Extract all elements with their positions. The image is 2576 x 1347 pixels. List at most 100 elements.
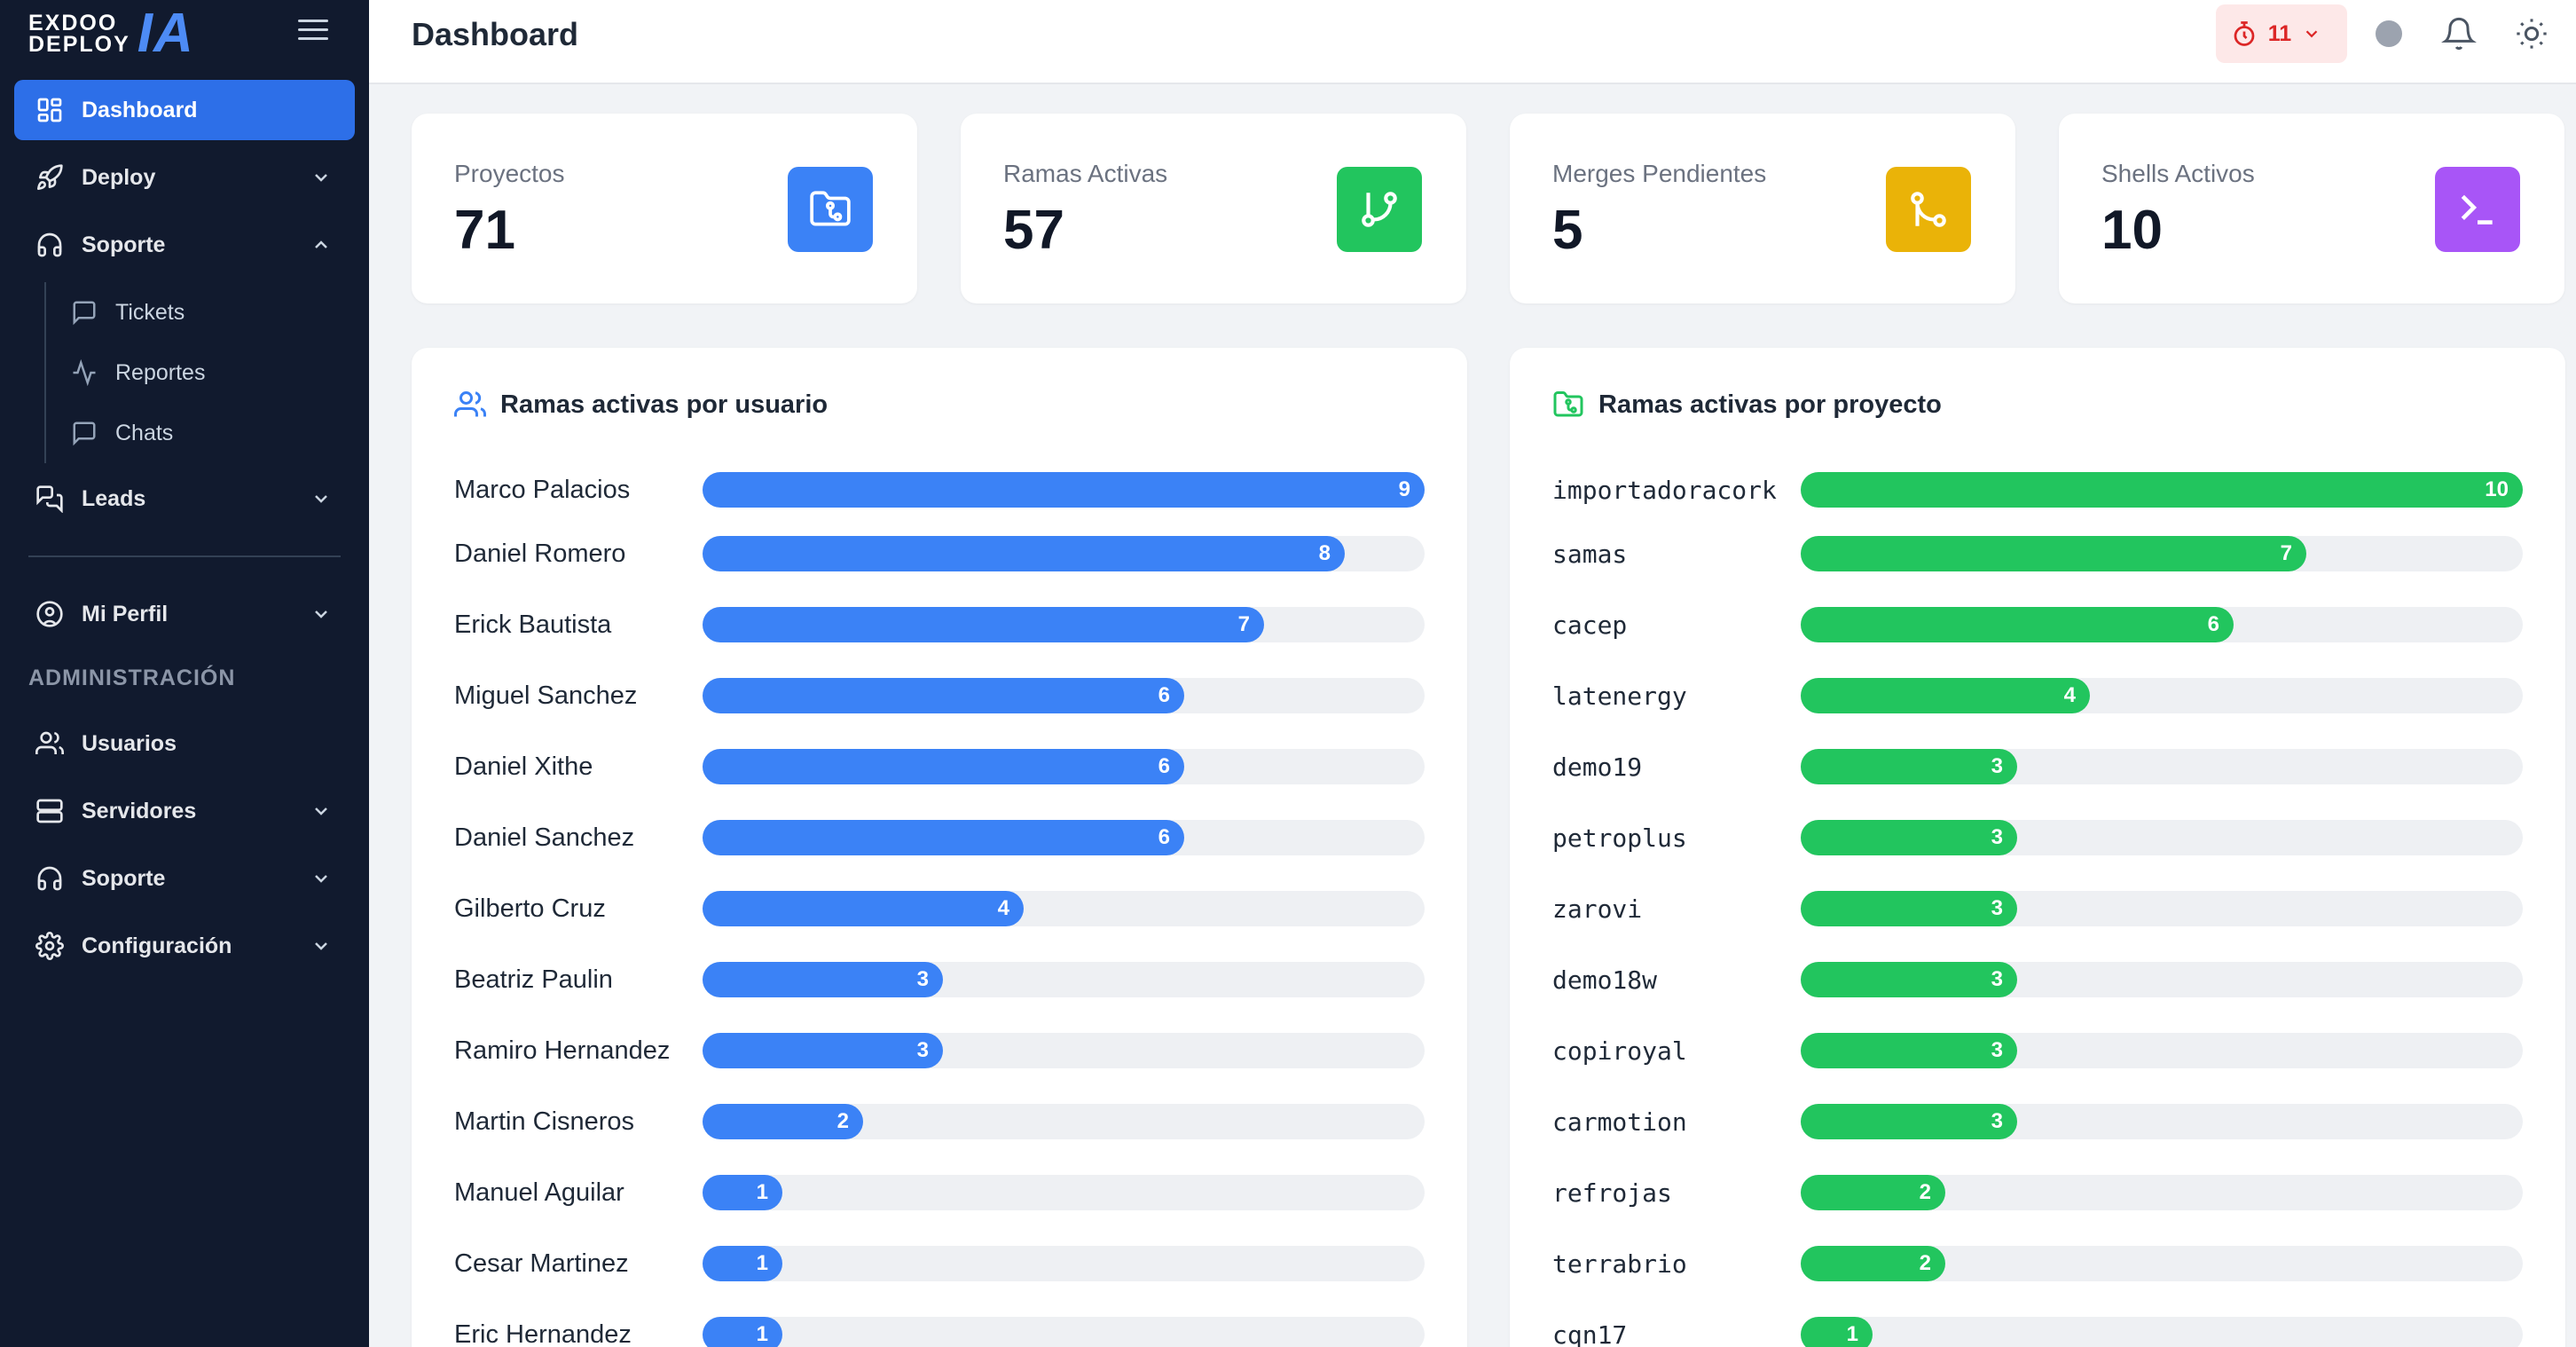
brand-logo[interactable]: EXDOO DEPLOY IA — [28, 3, 194, 64]
sidebar-item-dashboard[interactable]: Dashboard — [14, 80, 355, 140]
sun-icon[interactable] — [2514, 16, 2549, 51]
panel-ramas-por-usuario: Ramas activas por usuario Marco Palacios… — [412, 348, 1467, 1347]
bar-label: Martin Cisneros — [454, 1104, 634, 1139]
sidebar-item-label: Usuarios — [82, 730, 177, 756]
bar-category: samas — [1552, 539, 1628, 569]
bar-category: Daniel Xithe — [454, 752, 593, 781]
status-indicator[interactable] — [2376, 20, 2402, 47]
bar-value: 2 — [836, 1109, 849, 1133]
sidebar-item-label: Soporte — [82, 232, 166, 257]
chevron-up-icon — [315, 240, 327, 248]
bar-value: 3 — [916, 1038, 929, 1062]
sidebar-item-usuarios[interactable]: Usuarios — [14, 713, 355, 774]
chevron-down-icon — [315, 942, 327, 950]
bar-value: 9 — [1398, 477, 1410, 501]
bar-track: 2 — [1801, 1175, 2523, 1210]
bar-category: Beatriz Paulin — [454, 965, 613, 994]
bar-label: demo19 — [1552, 749, 1642, 784]
bar-track: 6 — [1801, 607, 2523, 642]
stat-card-ramas-activas: Ramas Activas 57 — [961, 114, 1466, 303]
bar-category: Erick Bautista — [454, 610, 612, 639]
bar-category: Martin Cisneros — [454, 1107, 635, 1136]
user-circle-icon — [35, 600, 64, 628]
sidebar-item-label: Leads — [82, 485, 146, 511]
sidebar-subitem-label: Tickets — [115, 299, 185, 325]
bar-track: 3 — [1801, 820, 2523, 855]
bar-label: carmotion — [1552, 1104, 1687, 1139]
bar-label: Gilberto Cruz — [454, 891, 606, 926]
bar: 4 — [703, 891, 1024, 926]
bar-category: refrojas — [1552, 1178, 1672, 1208]
sidebar-item-deploy[interactable]: Deploy — [14, 147, 355, 208]
panel-ramas-por-proyecto: Ramas activas por proyecto importadoraco… — [1510, 348, 2565, 1347]
activity-icon — [71, 359, 98, 386]
bar-track: 6 — [703, 820, 1425, 855]
bar-value: 6 — [1158, 825, 1170, 849]
bar-category: Manuel Aguilar — [454, 1178, 624, 1207]
bar: 6 — [703, 820, 1184, 855]
bar-track: 2 — [703, 1104, 1425, 1139]
sidebar-item-mi-perfil[interactable]: Mi Perfil — [14, 584, 355, 644]
sidebar: EXDOO DEPLOY IA Dashboard Deploy Soporte — [0, 0, 369, 1347]
sidebar-item-configuracion[interactable]: Configuración — [14, 916, 355, 976]
bar-track: 7 — [703, 607, 1425, 642]
message-icon — [71, 299, 98, 326]
chevron-down-icon — [315, 174, 327, 182]
bar: 3 — [1801, 820, 2017, 855]
bar: 3 — [703, 962, 943, 997]
sidebar-subitem-chats[interactable]: Chats — [71, 403, 355, 463]
bar-label: Manuel Aguilar — [454, 1175, 624, 1210]
bar-value: 4 — [2063, 683, 2076, 707]
bar: 4 — [1801, 678, 2090, 713]
bar-label: Erick Bautista — [454, 607, 611, 642]
bell-icon[interactable] — [2441, 16, 2477, 51]
menu-toggle-icon[interactable] — [298, 20, 328, 43]
bar-track: 3 — [1801, 1104, 2523, 1139]
bar-value: 6 — [2207, 612, 2219, 636]
sidebar-item-soporte-admin[interactable]: Soporte — [14, 848, 355, 909]
bar-value: 6 — [1158, 683, 1170, 707]
sidebar-item-soporte[interactable]: Soporte — [14, 215, 355, 275]
stat-value: 10 — [2101, 200, 2163, 261]
stat-card-proyectos: Proyectos 71 — [412, 114, 917, 303]
chevron-down-icon — [315, 807, 327, 815]
brand-mark: IA — [137, 3, 194, 64]
bar-label: refrojas — [1552, 1175, 1672, 1210]
bar-value: 3 — [916, 967, 929, 991]
bar-track: 1 — [1801, 1317, 2523, 1347]
users-icon — [35, 729, 64, 758]
bar-value: 10 — [2485, 477, 2509, 501]
bar-label: demo18w — [1552, 962, 1657, 997]
stat-value: 71 — [454, 200, 515, 261]
bar: 10 — [1801, 472, 2523, 508]
git-branch-icon — [1337, 167, 1422, 252]
bar-label: Daniel Xithe — [454, 749, 593, 784]
bar-value: 7 — [1237, 612, 1250, 636]
sidebar-item-leads[interactable]: Leads — [14, 469, 355, 529]
bar: 8 — [703, 536, 1345, 571]
bar: 1 — [1801, 1317, 1873, 1347]
bar-value: 7 — [2280, 541, 2292, 565]
sidebar-subitem-reportes[interactable]: Reportes — [71, 343, 355, 403]
sidebar-divider — [28, 555, 341, 557]
timer-dropdown-button[interactable]: 11 — [2216, 4, 2347, 63]
sidebar-item-servidores[interactable]: Servidores — [14, 781, 355, 841]
bar-category: zarovi — [1552, 894, 1643, 924]
bar-category: copiroyal — [1552, 1036, 1687, 1066]
bar: 3 — [1801, 962, 2017, 997]
bar-track: 1 — [703, 1246, 1425, 1281]
bar-value: 3 — [1991, 825, 2003, 849]
bar-track: 6 — [703, 678, 1425, 713]
bar: 1 — [703, 1175, 782, 1210]
sidebar-item-label: Soporte — [82, 865, 166, 891]
section-title-admin: ADMINISTRACIÓN — [28, 665, 236, 690]
bar: 1 — [703, 1246, 782, 1281]
stat-value: 5 — [1552, 200, 1583, 261]
bar-track: 10 — [1801, 472, 2523, 508]
bar: 2 — [1801, 1246, 1945, 1281]
bar-track: 3 — [703, 962, 1425, 997]
sidebar-subitem-tickets[interactable]: Tickets — [71, 282, 355, 343]
panel-title-text: Ramas activas por usuario — [500, 390, 829, 419]
bar-label: copiroyal — [1552, 1033, 1687, 1068]
stat-label: Merges Pendientes — [1552, 160, 1767, 187]
